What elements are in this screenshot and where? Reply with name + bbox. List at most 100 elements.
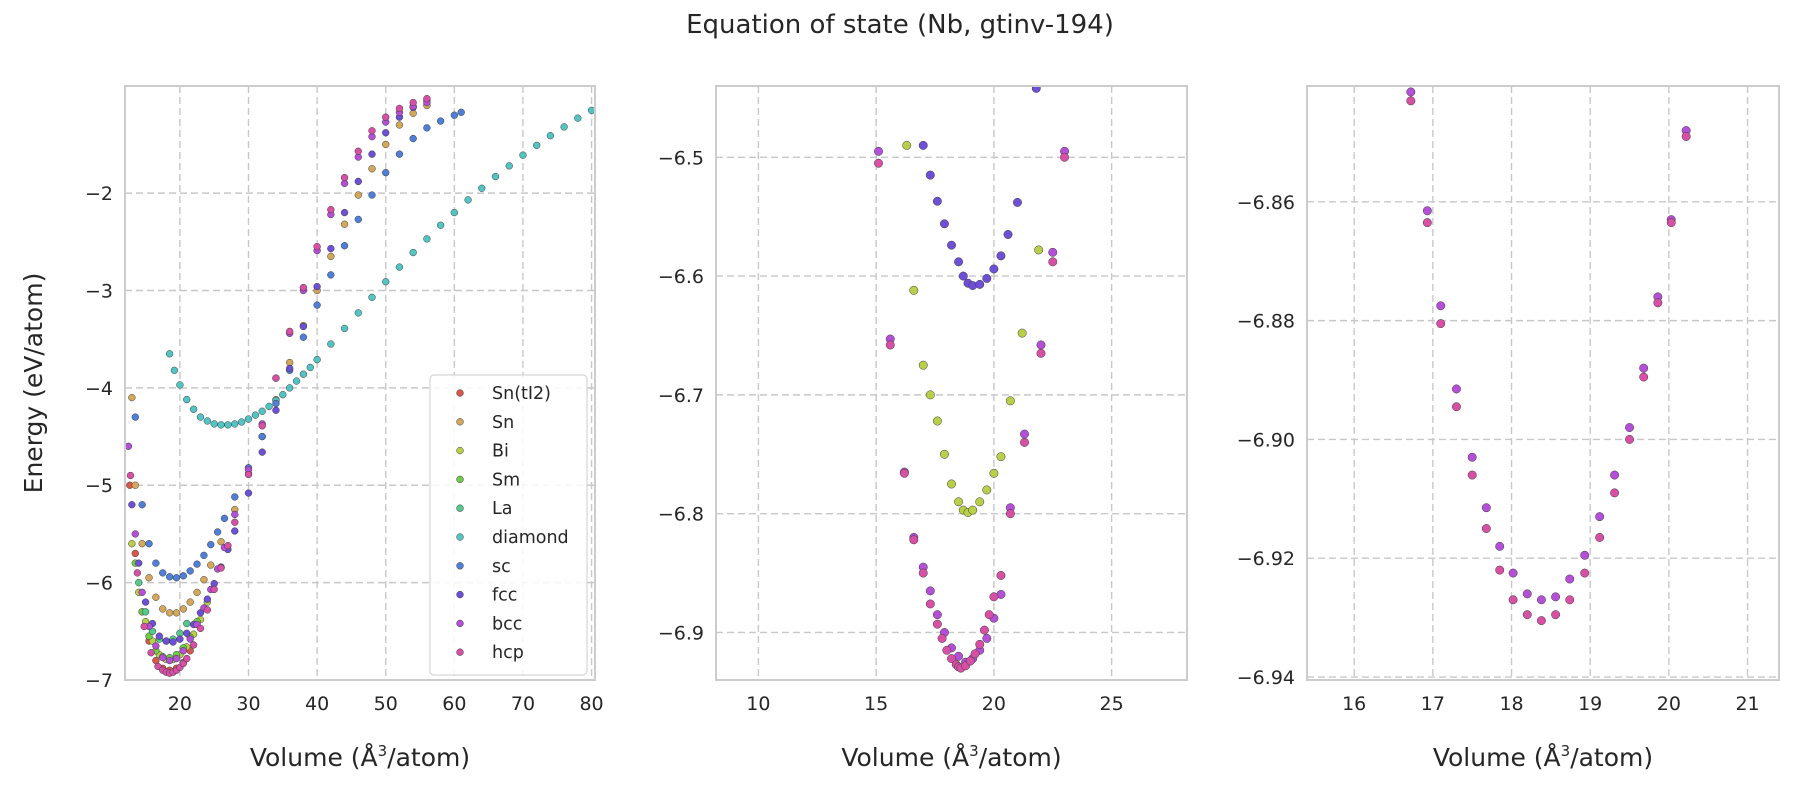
point-hcp (1595, 532, 1605, 542)
point-hcp (354, 147, 362, 155)
point-fcc (996, 251, 1006, 261)
point-diamond (196, 413, 205, 421)
point-sc (327, 271, 335, 279)
point-bcc (1020, 429, 1029, 439)
point-sc (152, 559, 160, 567)
x-tick-label: 21 (1735, 693, 1759, 715)
point-hcp (1060, 152, 1069, 162)
point-fcc (135, 559, 143, 567)
point-sn (128, 393, 136, 402)
point-sc (258, 432, 266, 441)
point-sc (313, 301, 321, 309)
point-diamond (189, 405, 198, 413)
point-diamond (313, 355, 321, 364)
point-hcp (395, 104, 404, 113)
axes-frame (1306, 85, 1780, 681)
point-bcc (1481, 503, 1491, 513)
point-bcc (1625, 423, 1634, 432)
point-hcp (133, 569, 142, 577)
x-tick-label: 40 (305, 693, 329, 715)
point-sc (200, 551, 208, 560)
x-tick-label: 70 (511, 693, 535, 715)
point-hcp (970, 649, 980, 659)
point-fcc (939, 219, 949, 229)
point-diamond (533, 141, 541, 150)
point-hcp (1467, 470, 1477, 480)
point-diamond (560, 123, 568, 131)
point-fcc (128, 501, 136, 509)
point-hcp (899, 468, 909, 478)
point-hcp (932, 619, 942, 629)
point-diamond (478, 184, 486, 192)
point-bcc (1565, 574, 1575, 584)
point-sc (145, 540, 153, 548)
point-bi (982, 485, 992, 495)
point-fcc (975, 279, 985, 289)
point-diamond (231, 420, 239, 428)
legend-marker-sc (456, 562, 464, 570)
legend-label-diamond: diamond (492, 528, 569, 548)
point-hcp (918, 568, 928, 578)
point-diamond (327, 340, 335, 348)
y-tick-label: −6.9 (658, 622, 704, 644)
x-axis-label: Volume (Å3/atom) (841, 742, 1061, 772)
point-sn (340, 220, 349, 228)
point-sc (159, 569, 167, 577)
point-hcp (1481, 524, 1491, 533)
point-hcp (286, 327, 294, 336)
point-fcc (340, 208, 349, 217)
point-sc (193, 560, 201, 568)
point-fcc (958, 271, 968, 281)
point-diamond (340, 324, 349, 333)
point-hcp (1036, 348, 1046, 358)
point-sc (186, 567, 194, 575)
point-hcp (196, 624, 205, 633)
point-fcc (183, 629, 191, 637)
point-hcp (1436, 319, 1446, 329)
point-diamond (279, 391, 287, 399)
point-fcc (382, 129, 390, 137)
point-hcp (126, 471, 135, 480)
y-tick-label: −6 (85, 573, 113, 595)
x-tick-label: 17 (1421, 693, 1445, 715)
point-hcp (313, 243, 321, 251)
y-tick-label: −3 (85, 280, 113, 302)
point-bi (939, 449, 949, 459)
point-hcp (1422, 218, 1432, 228)
point-bi (902, 140, 912, 150)
point-fcc (272, 406, 280, 414)
point-diamond (491, 172, 500, 181)
point-fcc (169, 638, 177, 646)
point-bcc (874, 146, 883, 156)
x-axis-label: Volume (Å3/atom) (1433, 742, 1653, 772)
point-hcp (937, 633, 947, 643)
point-sc (368, 191, 376, 199)
point-diamond (251, 411, 260, 419)
point-hcp (1005, 509, 1015, 519)
point-bcc (125, 442, 133, 450)
point-sc (382, 169, 390, 177)
point-sc (340, 242, 349, 250)
panel-left-overview: 20 30 40 50 60 70 80 −7 −6 −5 −4 −3 −2 Volume (Å3/ato… (19, 85, 604, 772)
point-hcp (210, 585, 218, 594)
point-bcc (159, 653, 167, 662)
point-sn (165, 609, 174, 617)
point-diamond (306, 363, 314, 372)
point-hcp (1639, 372, 1649, 382)
point-fcc (244, 489, 253, 497)
point-bi (932, 416, 942, 426)
point-diamond (244, 415, 253, 423)
legend-label-sm: Sm (492, 470, 520, 490)
point-hcp (942, 645, 952, 655)
legend-marker-bi (456, 446, 464, 455)
point-sn (327, 252, 335, 261)
point-hcp (1653, 298, 1663, 308)
point-bi (954, 497, 964, 507)
point-sc (165, 573, 174, 581)
legend-label-sc: sc (492, 557, 511, 577)
x-axis-label: Volume (Å3/atom) (250, 742, 470, 772)
point-sn (172, 609, 181, 617)
point-hcp (327, 206, 335, 214)
y-tick-label: −6.5 (658, 147, 704, 169)
point-bcc (1580, 550, 1590, 560)
